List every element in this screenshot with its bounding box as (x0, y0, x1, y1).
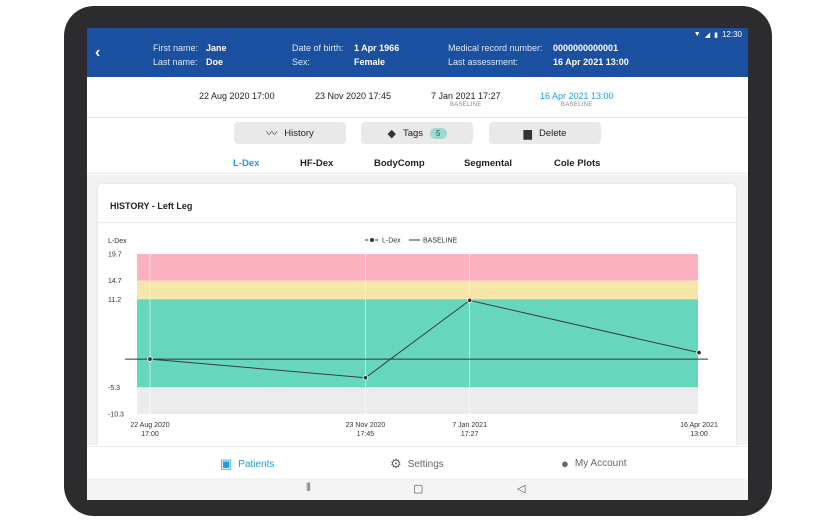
last-name-value: Doe (206, 57, 224, 67)
ldex-data-point (466, 297, 473, 304)
assessment-dates: 22 Aug 2020 17:00 23 Nov 2020 17:45 7 Ja… (87, 77, 748, 118)
legend-baseline-label: BASELINE (423, 238, 458, 245)
tab-l-dex[interactable]: L-Dex (233, 158, 260, 169)
tag-icon: ◆ (387, 127, 396, 140)
last-assessment-value: 16 Apr 2021 13:00 (553, 57, 629, 67)
ldex-data-point (696, 349, 702, 356)
assessment-date-label: 23 Nov 2020 17:45 (315, 91, 392, 101)
last-assessment-label: Last assessment: (448, 57, 519, 67)
first-name-value: Jane (206, 43, 227, 53)
history-button-label: History (284, 127, 314, 139)
ldex-history-chart: 19.7 14.7 11.2 -5.3 -10.3 L-Dex L-Dex BASELINE 2… (108, 238, 718, 439)
patients-icon: ▣ (220, 456, 233, 471)
x-tick-label: 16 Apr 2021 (680, 422, 718, 429)
trash-icon: ▆ (523, 127, 532, 140)
mrn-label: Medical record number: (448, 43, 543, 53)
dob-value: 1 Apr 1966 (354, 43, 400, 53)
mrn-value: 0000000000001 (553, 43, 619, 53)
patient-header: ▼ ◢ ▮ 12:30 ‹ First name: Jane Last name… (87, 28, 748, 77)
home-icon[interactable]: ▢ (413, 483, 424, 495)
recent-apps-icon[interactable]: ⦀ (306, 482, 311, 494)
x-tick-label: 22 Aug 2020 (130, 422, 169, 429)
status-bar: ▼ ◢ ▮ 12:30 (694, 30, 742, 39)
nav-settings-label: Settings (407, 458, 444, 470)
history-button[interactable]: 〰 History (234, 122, 346, 144)
y-tick-label: -10.3 (108, 412, 124, 419)
nav-patients-label: Patients (238, 458, 275, 470)
assessment-date-label: 16 Apr 2021 13:00 (540, 91, 614, 101)
dob-label: Date of birth: (292, 43, 344, 53)
tab-bodycomp[interactable]: BodyComp (374, 158, 425, 169)
back-arrow-icon[interactable]: ‹ (95, 44, 101, 61)
zone-band (137, 280, 698, 300)
tags-button[interactable]: ◆ Tags 5 (361, 122, 473, 144)
x-tick-time: 17:45 (357, 431, 375, 438)
y-axis-label: L-Dex (108, 238, 127, 245)
nav-patients[interactable]: ▣ Patients (220, 456, 274, 472)
assessment-date-selected[interactable]: 16 Apr 2021 13:00 BASELINE (540, 91, 614, 108)
nav-settings[interactable]: ⚙ Settings (390, 456, 444, 472)
battery-icon: ▮ (714, 31, 718, 39)
delete-button[interactable]: ▆ Delete (489, 122, 601, 144)
card-divider (98, 222, 736, 223)
x-tick-time: 17:27 (461, 431, 479, 438)
ldex-data-point (147, 356, 153, 362)
signal-icon: ◢ (704, 31, 711, 39)
gear-icon: ⚙ (390, 456, 402, 471)
metric-tabs: L-Dex HF-Dex BodyComp Segmental Cole Plo… (87, 152, 748, 174)
y-tick-label: -5.3 (108, 385, 120, 392)
baseline-label: BASELINE (560, 102, 593, 108)
y-tick-label: 19.7 (108, 252, 122, 259)
tags-button-label: Tags (402, 127, 424, 139)
assessment-date-label: 7 Jan 2021 17:27 (431, 91, 501, 101)
trend-icon: 〰 (266, 128, 278, 140)
y-tick-label: 14.7 (108, 278, 122, 285)
sex-label: Sex: (292, 57, 311, 67)
nav-my-account[interactable]: ● My Account (561, 456, 627, 471)
wifi-icon: ▼ (693, 31, 701, 38)
x-tick-label: 23 Nov 2020 (346, 422, 386, 429)
assessment-date[interactable]: 22 Aug 2020 17:00 (199, 91, 275, 101)
back-icon[interactable]: ◁ (517, 483, 526, 495)
tab-segmental[interactable]: Segmental (464, 158, 513, 169)
delete-button-label: Delete (539, 127, 567, 139)
zone-band (137, 299, 698, 388)
assessment-date[interactable]: 7 Jan 2021 17:27 BASELINE (431, 91, 501, 108)
zone-band (137, 387, 698, 414)
status-time: 12:30 (721, 30, 742, 39)
nav-account-label: My Account (574, 458, 627, 469)
screen: ▼ ◢ ▮ 12:30 ‹ First name: Jane Last name… (87, 28, 748, 500)
bottom-navigation: ▣ Patients ⚙ Settings ● My Account (87, 446, 748, 478)
system-navigation-bar: ⦀ ▢ ◁ (87, 478, 748, 500)
x-tick-label: 7 Jan 2021 (452, 422, 487, 429)
tab-cole-plots[interactable]: Cole Plots (554, 158, 601, 169)
ldex-series-line (149, 299, 700, 379)
assessment-date-label: 22 Aug 2020 17:00 (199, 91, 275, 101)
card-title: HISTORY - Left Leg (110, 201, 193, 211)
assessment-date[interactable]: 23 Nov 2020 17:45 (315, 91, 391, 101)
baseline-label: BASELINE (449, 102, 482, 108)
legend-ldex-marker (370, 238, 374, 242)
ldex-data-point (362, 375, 369, 381)
history-card: HISTORY - Left Leg 19.7 14.7 11.2 -5.3 -10.3… (98, 184, 736, 449)
tags-count-badge: 5 (430, 127, 447, 139)
person-icon: ● (561, 456, 569, 471)
first-name-label: First name: (153, 43, 199, 53)
last-name-label: Last name: (153, 57, 198, 67)
tab-hf-dex[interactable]: HF-Dex (300, 158, 334, 169)
zone-band (137, 254, 698, 281)
x-tick-time: 17:00 (141, 431, 159, 438)
legend-ldex-label: L-Dex (382, 238, 401, 245)
tablet-frame: ▼ ◢ ▮ 12:30 ‹ First name: Jane Last name… (64, 6, 772, 516)
y-tick-label: 11.2 (108, 297, 121, 304)
sex-value: Female (354, 57, 386, 67)
x-tick-time: 13:00 (690, 431, 708, 438)
